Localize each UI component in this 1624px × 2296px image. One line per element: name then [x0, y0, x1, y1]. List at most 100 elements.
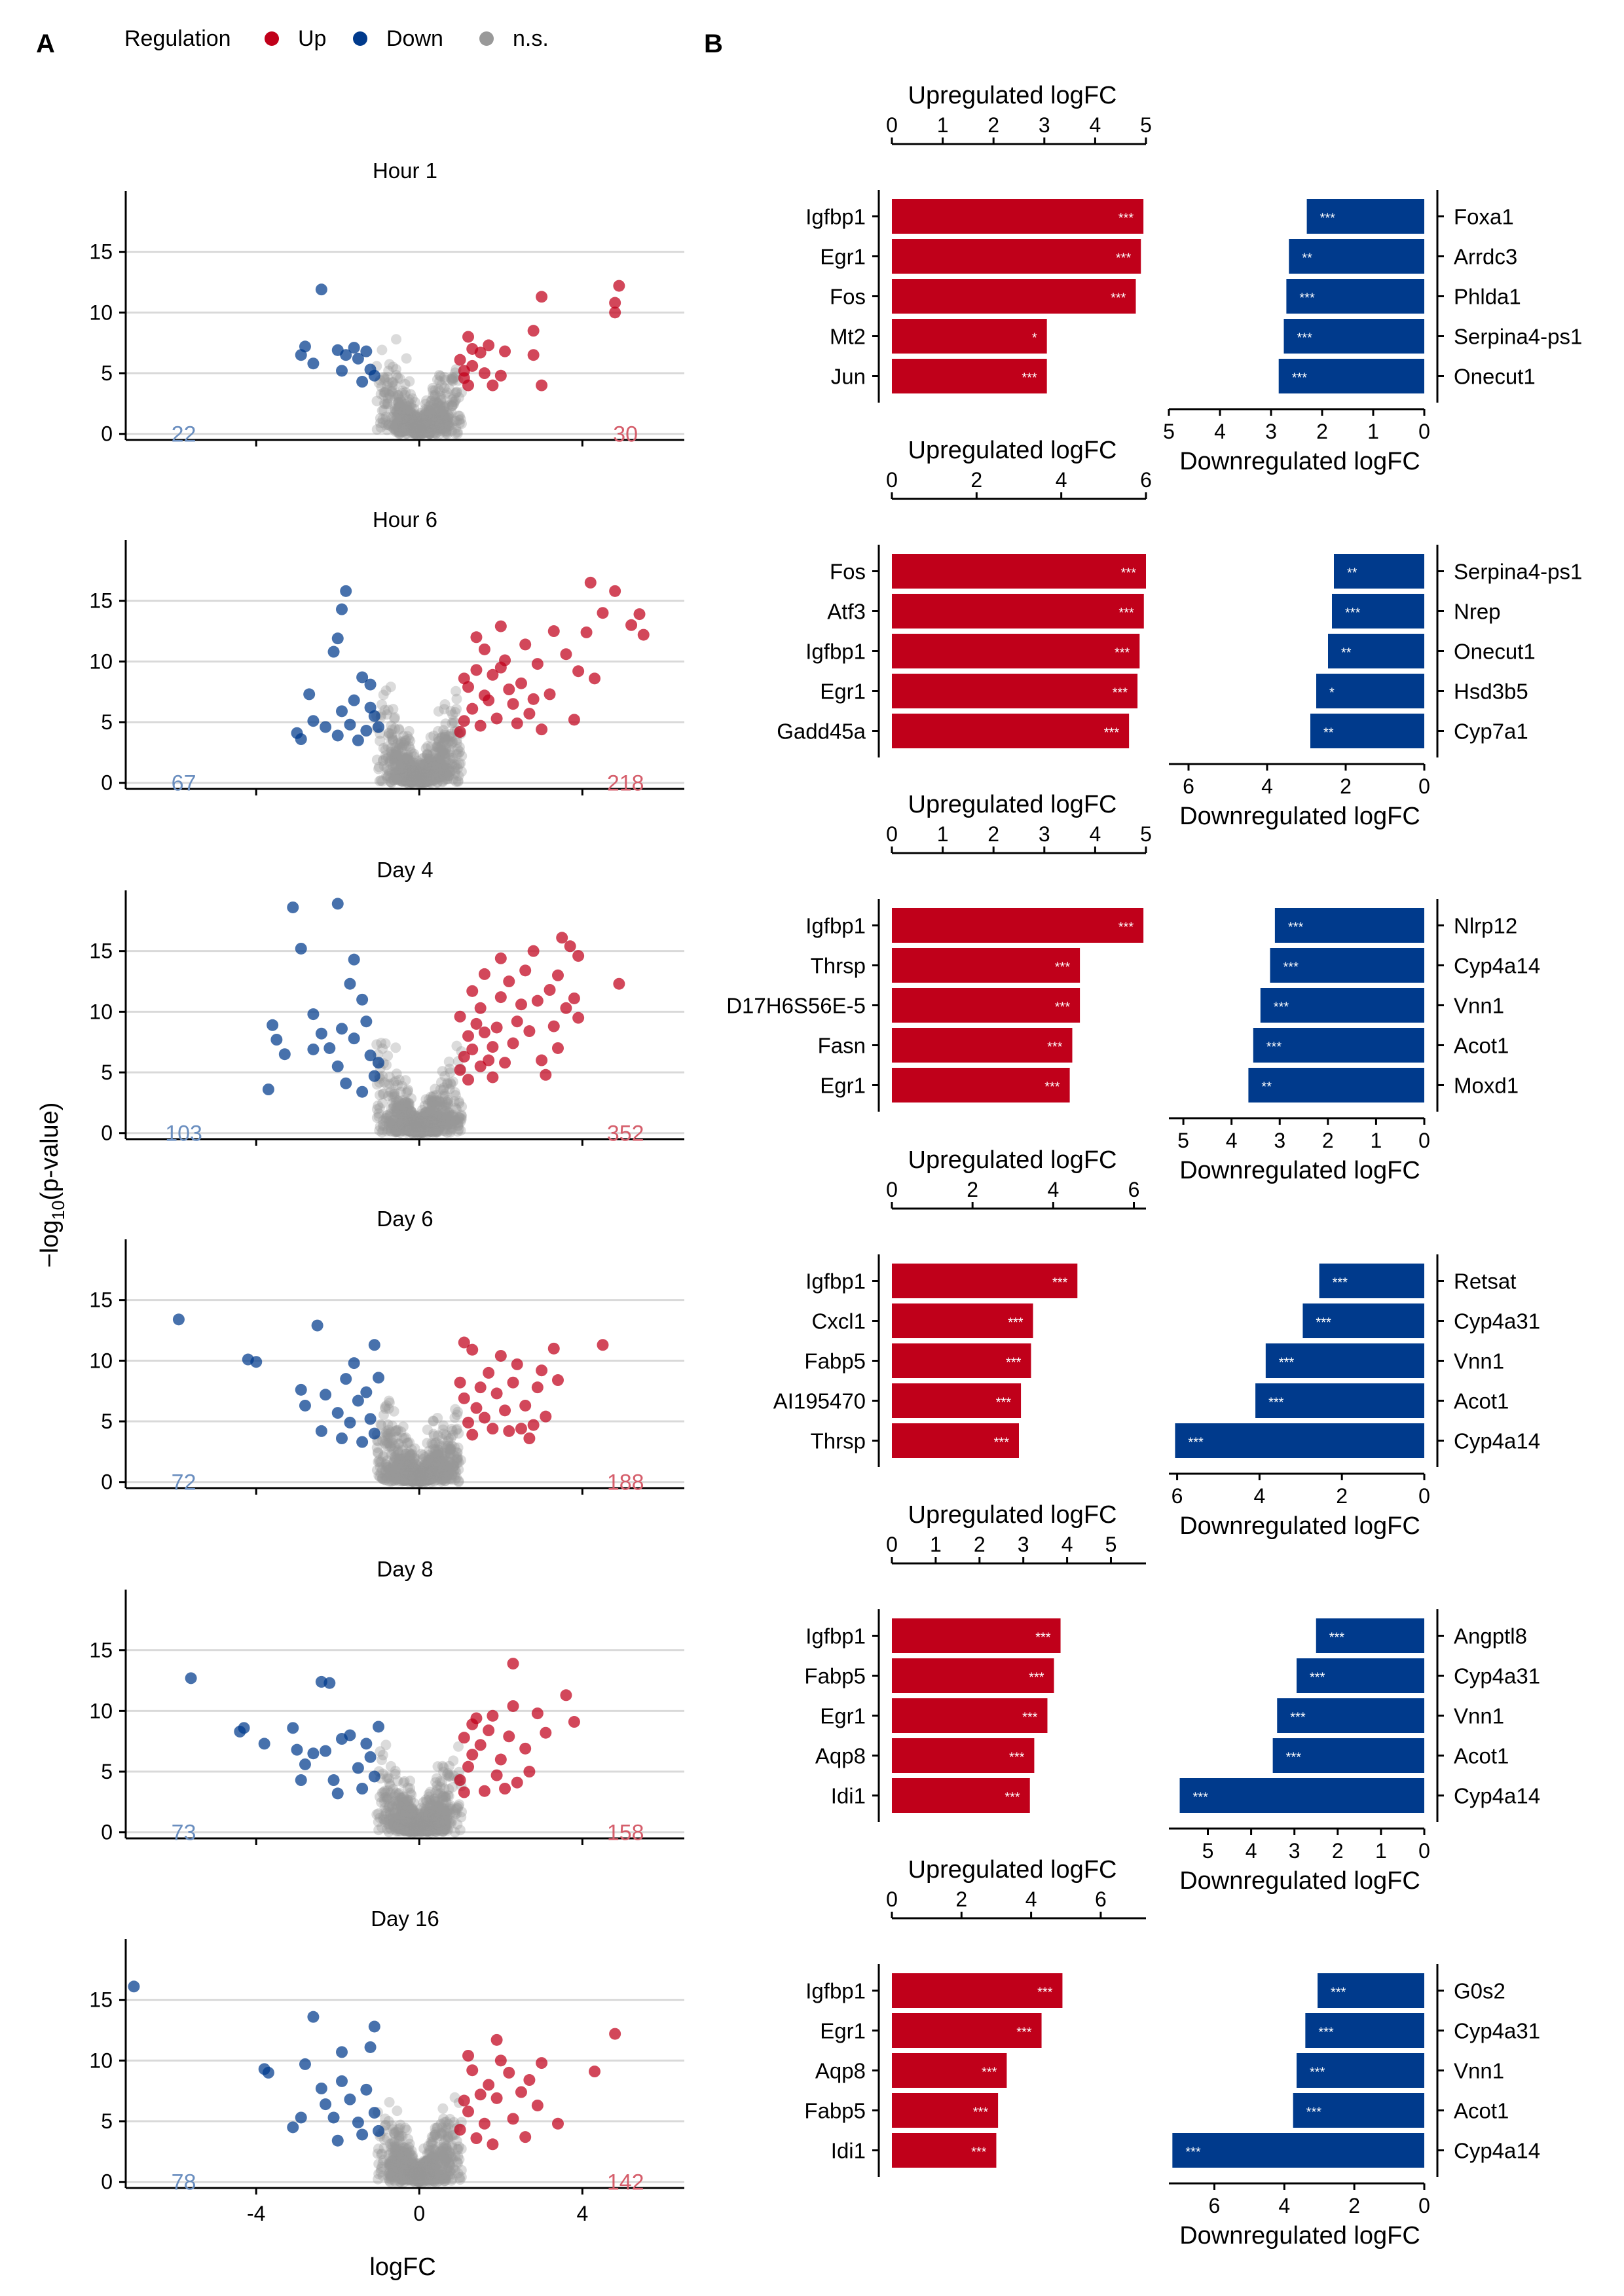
- ns-point: [378, 374, 390, 386]
- ns-point: [436, 379, 447, 390]
- down-point: [311, 1319, 323, 1332]
- ns-point: [412, 421, 423, 432]
- ns-point: [409, 403, 420, 414]
- up-gene-label: Aqp8: [815, 2059, 866, 2083]
- ns-point: [415, 420, 426, 431]
- ns-point: [409, 428, 420, 439]
- ns-point: [412, 418, 423, 429]
- down-gene-label: Moxd1: [1454, 1074, 1519, 1098]
- ns-point: [402, 405, 413, 416]
- ns-point: [436, 408, 447, 419]
- down-x-tick-label: 0: [1418, 1484, 1430, 1508]
- ns-point: [397, 418, 409, 429]
- ns-point: [399, 404, 411, 415]
- up-point: [494, 661, 507, 674]
- ns-point: [432, 410, 443, 421]
- down-point: [340, 585, 352, 597]
- ns-point: [375, 1746, 386, 1757]
- ns-point: [410, 425, 421, 436]
- up-point: [609, 2028, 621, 2040]
- ns-point: [438, 418, 449, 429]
- ns-point: [403, 426, 414, 437]
- ns-point: [395, 401, 406, 412]
- ns-point: [418, 426, 430, 437]
- ns-point: [441, 427, 452, 438]
- ns-point: [375, 422, 386, 433]
- ns-point: [406, 414, 417, 425]
- down-point: [295, 2111, 307, 2124]
- down-bar: [1179, 1778, 1424, 1813]
- up-point: [527, 693, 540, 705]
- ns-point: [408, 414, 419, 426]
- down-axis-title: Downregulated logFC: [1179, 803, 1420, 830]
- up-point: [499, 1404, 511, 1417]
- ns-point: [423, 401, 434, 412]
- ns-point: [419, 426, 430, 437]
- ns-point: [388, 361, 399, 373]
- ns-point: [436, 424, 447, 435]
- up-bar: [892, 1028, 1073, 1063]
- ns-point: [427, 382, 438, 393]
- ns-point: [411, 421, 422, 432]
- ns-point: [419, 1471, 430, 1482]
- down-point: [331, 2134, 344, 2147]
- ns-point: [417, 428, 428, 439]
- up-point: [490, 1769, 503, 1781]
- ns-point: [454, 2154, 465, 2165]
- up-axis-title: Upregulated logFC: [908, 1856, 1117, 1884]
- ns-point: [450, 388, 461, 399]
- ns-point: [394, 428, 405, 439]
- ns-point: [409, 426, 420, 437]
- ns-point: [400, 406, 411, 417]
- ns-point: [419, 424, 430, 435]
- ns-point: [434, 412, 445, 423]
- ns-point: [430, 395, 441, 406]
- ns-point: [380, 1038, 391, 1049]
- ns-point: [390, 420, 401, 431]
- ns-point: [415, 424, 426, 435]
- down-point: [320, 2098, 332, 2111]
- down-sig-label: ***: [1288, 920, 1304, 935]
- ns-point: [394, 2149, 405, 2160]
- ns-point: [400, 416, 411, 428]
- ns-point: [416, 428, 427, 439]
- ns-point: [414, 419, 425, 430]
- ns-point: [408, 416, 419, 428]
- ns-point: [420, 419, 431, 430]
- ns-point: [424, 428, 435, 439]
- ns-point: [438, 416, 449, 428]
- down-point: [323, 1677, 336, 1689]
- ns-point: [447, 394, 458, 405]
- ns-point: [440, 422, 451, 433]
- ns-point: [428, 1110, 439, 1121]
- up-gene-label: AI195470: [773, 1389, 866, 1413]
- up-sig-label: ***: [1008, 1316, 1024, 1330]
- up-gene-label: Jun: [831, 365, 866, 389]
- ns-point: [401, 401, 413, 412]
- up-point: [507, 698, 519, 710]
- down-gene-label: Nrep: [1454, 600, 1501, 624]
- ns-point: [439, 420, 451, 431]
- ns-point: [392, 373, 403, 384]
- ns-point: [403, 424, 414, 435]
- ns-point: [439, 401, 451, 412]
- ns-point: [403, 400, 415, 411]
- ns-point: [424, 420, 435, 431]
- down-point: [348, 694, 360, 706]
- ns-point: [447, 373, 458, 384]
- ns-point: [404, 409, 415, 420]
- ns-point: [418, 410, 429, 421]
- ns-point: [416, 416, 427, 427]
- down-bar: [1248, 1068, 1424, 1102]
- ns-point: [382, 397, 393, 408]
- ns-point: [397, 422, 408, 433]
- ns-point: [418, 420, 430, 431]
- up-point: [470, 2132, 483, 2144]
- ns-point: [398, 412, 409, 424]
- ns-point: [433, 411, 444, 422]
- ns-point: [416, 426, 427, 437]
- ns-point: [422, 420, 433, 431]
- ns-point: [438, 418, 449, 429]
- ns-point: [439, 1809, 451, 1820]
- ns-point: [432, 412, 443, 424]
